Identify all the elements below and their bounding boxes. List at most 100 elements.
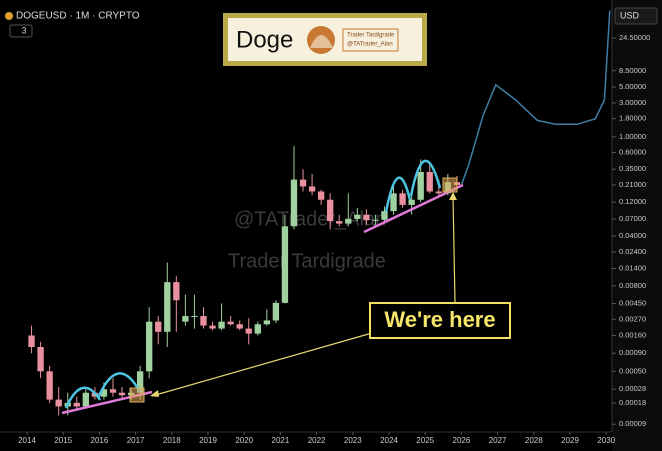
x-tick-label: 2021 (272, 436, 290, 445)
x-tick-label: 2016 (91, 436, 109, 445)
candle-body (218, 321, 225, 329)
y-tick-label: 1.80000 (619, 114, 646, 123)
candle-body (55, 399, 62, 407)
candle-body (299, 179, 307, 187)
candle-body (372, 219, 379, 221)
candle-body (272, 302, 280, 321)
y-tick-label: 0.00800 (619, 281, 646, 290)
arc (384, 176, 412, 213)
candle-body (408, 199, 415, 205)
y-tick-label: 0.21000 (619, 180, 646, 189)
candle-body (136, 371, 144, 393)
x-tick-label: 2015 (54, 436, 72, 445)
highlight-box (129, 387, 145, 403)
x-tick-label: 2028 (525, 436, 543, 445)
candle-body (435, 191, 442, 194)
candle-body (245, 328, 252, 334)
candle-body (254, 324, 261, 334)
candle-body (200, 316, 207, 326)
logo-line2: @TATrader_Alan (347, 42, 393, 48)
candle-body (290, 179, 298, 227)
arrow-line (452, 195, 456, 303)
candle-body (37, 347, 44, 372)
candle-body (182, 316, 189, 322)
y-tick-label: 3.00000 (619, 98, 646, 107)
candle-body (164, 282, 171, 332)
callout: We're here (369, 302, 511, 339)
candle-body (73, 402, 80, 407)
y-tick-label: 0.04000 (619, 231, 646, 240)
drawings (61, 159, 464, 415)
axes: 24.50000 8.50000 5.00000 3.00000 1.80000 1.00… (18, 33, 650, 445)
x-tick-label: 2026 (453, 436, 471, 445)
candle-body (426, 171, 433, 192)
x-tick-label: 2027 (489, 436, 507, 445)
logo-label-box (342, 28, 399, 52)
logo-icon-detail (310, 35, 333, 48)
candle-body (345, 218, 352, 224)
logo-name: Doge (236, 26, 293, 53)
candle-body (263, 320, 271, 325)
y-tick-label: 0.02400 (619, 247, 646, 256)
y-tick-label: 0.00018 (619, 398, 646, 407)
y-tick-label: 0.07000 (619, 214, 646, 223)
candle-body (227, 321, 234, 325)
y-tick-label: 5.00000 (619, 82, 646, 91)
y-tick-label: 0.00270 (619, 314, 646, 323)
candle-body (381, 211, 388, 220)
header: DOGEUSD · 1M · CRYPTO 3 USD (5, 7, 658, 38)
candle-body (236, 324, 243, 329)
y-tick-label: 24.50000 (619, 33, 650, 42)
arrow-head (449, 192, 457, 200)
price-axis-panel (612, 0, 662, 451)
x-tick-label: 2029 (561, 436, 579, 445)
candle-body (173, 282, 180, 301)
candle-body (100, 389, 108, 397)
x-tick-label: 2030 (597, 436, 615, 445)
y-tick-label: 1.00000 (619, 132, 646, 141)
candle-body (209, 325, 216, 329)
callout-text: We're here (384, 307, 495, 332)
y-tick-label: 0.01400 (619, 263, 646, 272)
y-tick-label: 0.00160 (619, 330, 646, 339)
candle-body (336, 221, 343, 224)
x-tick-label: 2023 (344, 436, 362, 445)
x-tick-label: 2022 (308, 436, 326, 445)
y-tick-label: 0.12000 (619, 197, 646, 206)
indicator-count: 3 (21, 25, 26, 35)
trend-line (363, 183, 464, 234)
candle-body (191, 316, 198, 318)
logo: Doge Trader Tardigrade @TATrader_Alan (223, 13, 427, 66)
candle-body (417, 171, 424, 200)
candle-body (118, 392, 126, 396)
candle-body (28, 335, 35, 348)
x-tick-label: 2014 (18, 436, 36, 445)
watermark-name: Trader Tardigrade (228, 250, 386, 272)
y-tick-label: 0.00028 (619, 384, 646, 393)
y-tick-label: 0.35000 (619, 164, 646, 173)
highlight-box (442, 177, 458, 193)
candle-body (109, 389, 117, 393)
x-tick-label: 2025 (416, 436, 434, 445)
y-tick-label: 0.00090 (619, 348, 646, 357)
currency-label: USD (620, 10, 640, 20)
candle-body (308, 186, 316, 192)
symbol-icon (5, 12, 13, 20)
y-tick-label: 0.00050 (619, 366, 646, 375)
logo-line1: Trader Tardigrade (347, 33, 395, 39)
y-tick-label: 8.50000 (619, 66, 646, 75)
candle-body (399, 193, 406, 205)
currency-button[interactable] (614, 7, 658, 25)
candle-body (46, 371, 53, 400)
callout-box (369, 302, 511, 339)
candle-body (327, 199, 334, 222)
candle-body (354, 214, 361, 219)
arc (409, 159, 442, 197)
candle-body (82, 392, 90, 407)
arrow-line (151, 332, 373, 397)
x-tick-label: 2017 (127, 436, 145, 445)
indicator-badge[interactable] (9, 24, 33, 38)
candle-body (155, 321, 162, 332)
